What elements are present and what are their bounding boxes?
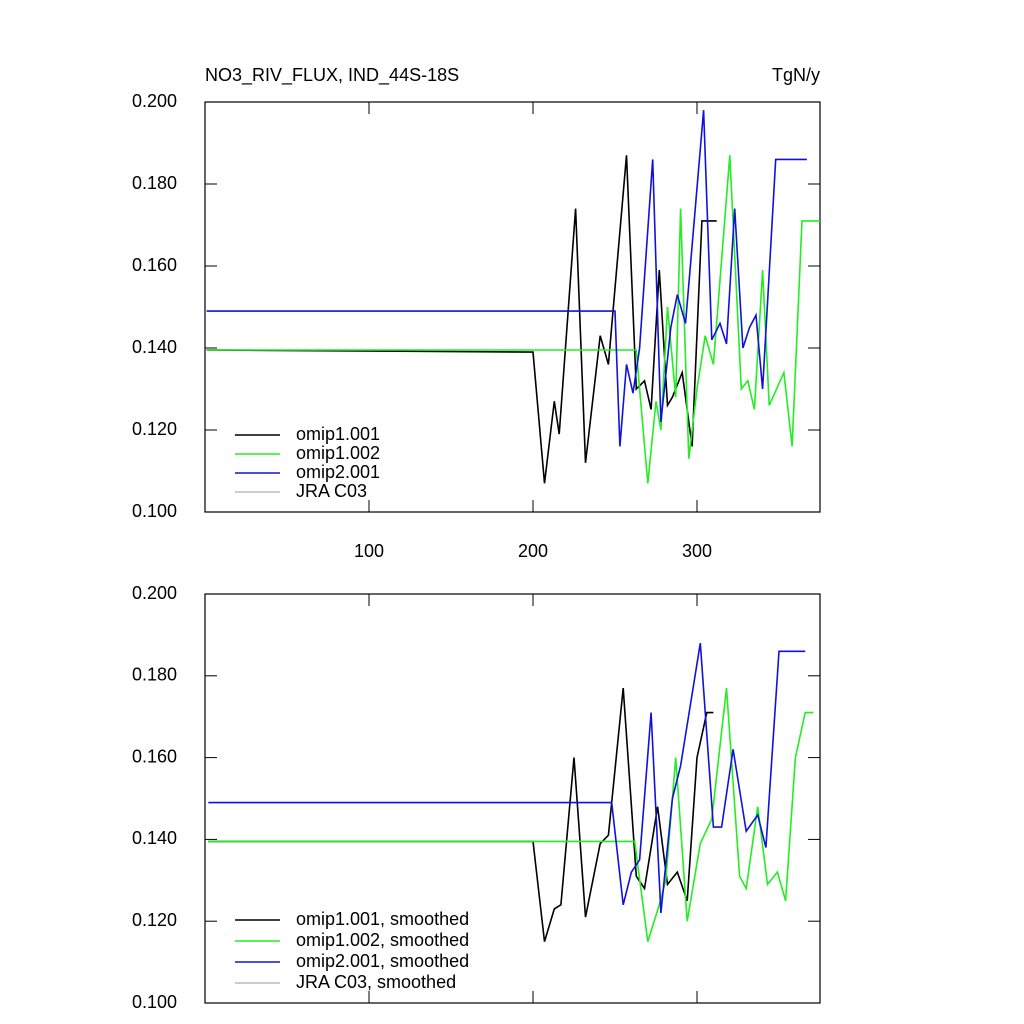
x-tick-label: 100 bbox=[354, 541, 384, 561]
y-tick-label: 0.120 bbox=[132, 419, 177, 439]
y-tick-label: 0.120 bbox=[132, 910, 177, 930]
series-line bbox=[206, 155, 820, 484]
y-tick-label: 0.180 bbox=[132, 173, 177, 193]
units-label: TgN/y bbox=[772, 65, 820, 85]
legend-label: omip1.002 bbox=[296, 443, 380, 463]
chart-title: NO3_RIV_FLUX, IND_44S-18S bbox=[205, 65, 459, 86]
series-line bbox=[208, 642, 806, 914]
legend-label: omip2.001 bbox=[296, 462, 380, 482]
x-tick-label: 300 bbox=[682, 541, 712, 561]
legend-label: omip1.001, smoothed bbox=[296, 909, 469, 929]
plot-frame bbox=[204, 101, 821, 513]
series-line bbox=[208, 688, 814, 942]
y-tick-label: 0.200 bbox=[132, 91, 177, 111]
x-tick-label: 200 bbox=[518, 541, 548, 561]
series-line bbox=[208, 688, 714, 942]
y-tick-label: 0.140 bbox=[132, 828, 177, 848]
y-tick-label: 0.100 bbox=[132, 992, 177, 1012]
plot-frame bbox=[204, 593, 821, 1004]
series-line bbox=[206, 110, 807, 447]
y-tick-label: 0.200 bbox=[132, 583, 177, 603]
legend-label: omip2.001, smoothed bbox=[296, 951, 469, 971]
legend-label: JRA C03 bbox=[296, 481, 367, 501]
legend-label: omip1.001 bbox=[296, 424, 380, 444]
y-tick-label: 0.160 bbox=[132, 746, 177, 766]
legend-label: omip1.002, smoothed bbox=[296, 930, 469, 950]
series-line bbox=[206, 155, 717, 484]
legend-label: JRA C03, smoothed bbox=[296, 972, 456, 992]
y-tick-label: 0.100 bbox=[132, 501, 177, 521]
y-tick-label: 0.140 bbox=[132, 337, 177, 357]
y-tick-label: 0.160 bbox=[132, 255, 177, 275]
y-tick-label: 0.180 bbox=[132, 665, 177, 685]
